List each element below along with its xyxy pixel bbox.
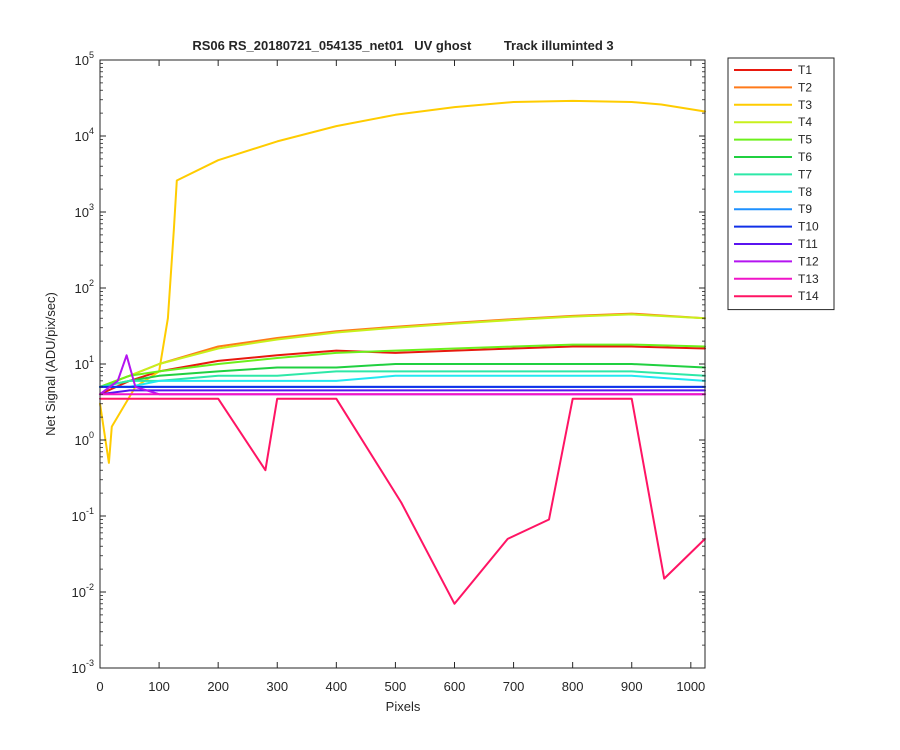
y-tick-label: 102	[75, 278, 94, 296]
y-tick-label: 10-2	[72, 582, 94, 600]
legend-label: T5	[798, 133, 812, 147]
legend-label: T10	[798, 220, 819, 234]
y-tick-label: 105	[75, 50, 94, 68]
y-tick-exponent: 5	[89, 50, 94, 60]
legend: T1 T2 T3 T4 T5 T6 T7 T8 T9 T10 T11 T12 T13 T14	[727, 57, 835, 311]
series-line-t8	[99, 374, 706, 388]
y-tick-label: 104	[75, 126, 94, 144]
series-line-t11	[99, 389, 706, 396]
legend-label: T2	[798, 80, 812, 94]
legend-label: T8	[798, 185, 812, 199]
y-tick-base: 10	[72, 585, 86, 600]
legend-label: T14	[798, 289, 819, 303]
y-tick-exponent: 1	[89, 354, 94, 364]
x-tick-label: 800	[562, 679, 584, 694]
y-tick-exponent: -1	[86, 506, 94, 516]
y-tick-base: 10	[75, 357, 89, 372]
legend-box	[727, 57, 835, 311]
series-line-t4	[99, 313, 706, 388]
y-tick-exponent: -2	[86, 582, 94, 592]
x-tick-label: 600	[444, 679, 466, 694]
legend-label: T7	[798, 167, 812, 181]
y-tick-base: 10	[75, 53, 89, 68]
y-tick-label: 100	[75, 430, 94, 448]
legend-label: T12	[798, 254, 819, 268]
y-tick-base: 10	[75, 205, 89, 220]
legend-label: T6	[798, 150, 812, 164]
y-tick-base: 10	[72, 509, 86, 524]
y-tick-base: 10	[75, 129, 89, 144]
legend-label: T9	[798, 202, 812, 216]
y-tick-exponent: 0	[89, 430, 94, 440]
x-axis-label: Pixels	[386, 699, 421, 714]
y-tick-label: 103	[75, 202, 94, 220]
x-tick-label: 400	[325, 679, 347, 694]
series-line-t14	[99, 397, 706, 605]
x-tick-label: 900	[621, 679, 643, 694]
y-tick-label: 10-1	[72, 506, 94, 524]
legend-label: T11	[798, 237, 818, 251]
y-tick-exponent: 3	[89, 202, 94, 212]
y-tick-label: 101	[75, 354, 94, 372]
series-line-t6	[99, 363, 706, 388]
x-tick-label: 300	[266, 679, 288, 694]
x-tick-label: 0	[96, 679, 103, 694]
x-tick-label: 700	[503, 679, 525, 694]
legend-label: T4	[798, 115, 812, 129]
x-tick-label: 1000	[676, 679, 705, 694]
x-tick-label: 200	[207, 679, 229, 694]
x-axis: 0 100 200 300 400 500 600 700 800 900 1000	[96, 60, 705, 694]
y-tick-base: 10	[72, 661, 86, 676]
series-line-t5	[99, 343, 706, 388]
x-tick-label: 100	[148, 679, 170, 694]
y-axis-label: Net Signal (ADU/pix/sec)	[43, 292, 58, 436]
x-tick-label: 500	[385, 679, 407, 694]
y-tick-exponent: -3	[86, 658, 94, 668]
y-tick-label: 10-3	[72, 658, 94, 676]
chart-title: RS06 RS_20180721_054135_net01 UV ghost T…	[192, 38, 613, 53]
series-lines	[99, 99, 706, 605]
y-tick-exponent: 2	[89, 278, 94, 288]
y-tick-base: 10	[75, 433, 89, 448]
y-tick-exponent: 4	[89, 126, 94, 136]
legend-label: T13	[798, 272, 819, 286]
legend-label: T3	[798, 98, 812, 112]
legend-label: T1	[798, 63, 812, 77]
y-tick-base: 10	[75, 281, 89, 296]
